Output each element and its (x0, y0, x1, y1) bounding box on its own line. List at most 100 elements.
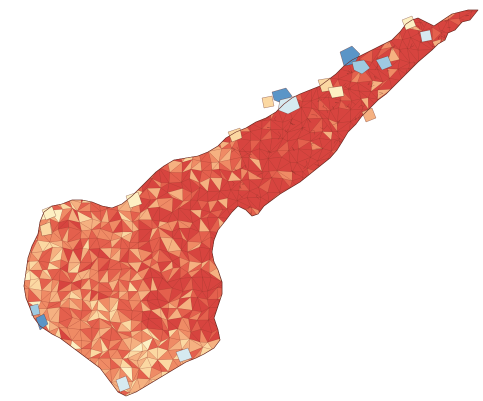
district-cell (401, 198, 413, 210)
district-cell (62, 46, 72, 62)
district-cell (437, 210, 453, 221)
district-cell (218, 140, 231, 150)
district-cell (247, 60, 261, 73)
district-cell (258, 271, 270, 284)
district-cell (70, 59, 84, 69)
district-cell (24, 359, 33, 373)
district-cell (122, 161, 132, 170)
boundary-line (387, 170, 391, 176)
boundary-line (467, 157, 474, 160)
district-cell (99, 317, 113, 330)
district-cell (312, 10, 319, 20)
district-cell (249, 110, 263, 123)
district-cell (319, 51, 333, 60)
district-cell (357, 10, 371, 13)
district-cell (417, 76, 432, 89)
district-cell (351, 348, 363, 359)
district-cell (0, 82, 13, 90)
district-cell (58, 111, 72, 123)
district-cell (0, 379, 9, 393)
district-cell (50, 38, 61, 52)
boundary-line (429, 90, 434, 93)
district-cell (359, 338, 370, 351)
district-cell (280, 318, 289, 332)
district-cell (321, 227, 329, 239)
district-cell (121, 27, 133, 43)
district-cell (410, 238, 418, 252)
district-cell (468, 250, 478, 263)
district-cell (392, 358, 403, 369)
district-cell (208, 150, 220, 163)
district-cell (429, 388, 441, 396)
district-cell (399, 266, 409, 281)
district-cell (266, 68, 280, 82)
district-cell (367, 297, 379, 311)
district-cell (46, 152, 61, 164)
district-cell (366, 238, 383, 248)
district-cell (131, 127, 143, 141)
district-cell (407, 312, 422, 321)
district-cell (196, 10, 214, 21)
district-cell (111, 0, 123, 8)
district-cell (139, 10, 150, 14)
boundary-line (264, 211, 270, 216)
district-cell (416, 317, 430, 332)
district-cell (41, 88, 54, 103)
district-cell (370, 10, 379, 13)
district-cell (417, 250, 428, 262)
boundary-line (395, 175, 402, 180)
district-cell (242, 307, 249, 319)
boundary-line (391, 120, 396, 122)
district-cell (399, 351, 412, 361)
district-cell (216, 10, 229, 18)
district-cell (477, 247, 478, 264)
district-cell (107, 119, 119, 129)
district-cell (409, 379, 419, 393)
district-cell (209, 381, 224, 392)
boundary-line (239, 167, 244, 170)
district-cell (77, 262, 93, 274)
district-cell (87, 110, 98, 124)
district-cell (248, 81, 258, 93)
district-cell (406, 270, 419, 281)
district-cell (216, 389, 230, 396)
district-cell (97, 41, 113, 52)
district-cell (267, 36, 279, 53)
district-cell (41, 380, 51, 391)
district-cell (302, 219, 312, 232)
district-cell (89, 389, 102, 396)
district-cell (9, 328, 21, 339)
district-cell (29, 269, 40, 281)
district-cell (62, 60, 73, 69)
boundary-line (310, 143, 314, 147)
district-cell (260, 26, 269, 39)
district-cell (332, 310, 343, 319)
district-cell (418, 257, 428, 274)
district-cell (329, 338, 339, 352)
region-patch (277, 95, 301, 115)
district-cell (49, 358, 63, 373)
district-cell (27, 102, 39, 112)
district-cell (29, 359, 41, 373)
district-cell (118, 177, 132, 189)
district-cell (448, 322, 462, 330)
district-cell (321, 259, 329, 268)
district-cell (91, 69, 103, 80)
district-cell (216, 17, 232, 34)
district-cell (416, 139, 428, 151)
district-cell (297, 228, 309, 239)
boundary-line (391, 44, 396, 51)
district-cell (276, 237, 292, 252)
district-cell (9, 300, 21, 311)
district-cell (137, 80, 151, 89)
district-cell (298, 48, 313, 63)
district-cell (138, 390, 152, 396)
district-cell (68, 189, 80, 200)
district-cell (39, 340, 53, 353)
district-cell (56, 101, 73, 113)
district-cell (198, 20, 214, 33)
district-cell (77, 157, 89, 173)
district-cell (261, 119, 272, 130)
